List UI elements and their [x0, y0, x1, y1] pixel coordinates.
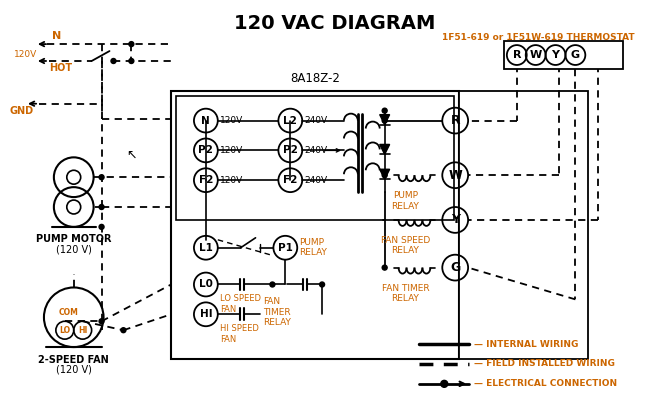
Text: PUMP MOTOR: PUMP MOTOR	[36, 234, 111, 244]
Text: R: R	[450, 114, 460, 127]
Circle shape	[99, 319, 104, 324]
Text: ↖: ↖	[126, 149, 137, 162]
Text: P2: P2	[198, 145, 213, 155]
Text: HI: HI	[78, 326, 87, 335]
Text: Y: Y	[451, 213, 460, 226]
Text: FAN SPEED
RELAY: FAN SPEED RELAY	[381, 236, 430, 255]
Text: L0: L0	[199, 279, 213, 290]
Text: W: W	[529, 50, 542, 60]
Circle shape	[99, 225, 104, 229]
Text: W: W	[448, 169, 462, 182]
Text: LO: LO	[59, 326, 70, 335]
Text: HOT: HOT	[49, 63, 72, 73]
Text: PUMP
RELAY: PUMP RELAY	[391, 191, 419, 210]
Text: 8A18Z-2: 8A18Z-2	[290, 72, 340, 85]
Text: 240V: 240V	[304, 176, 328, 185]
Bar	[504, 41, 623, 69]
Circle shape	[111, 59, 116, 63]
Text: G: G	[571, 50, 580, 60]
Text: HI SPEED
FAN: HI SPEED FAN	[220, 324, 259, 344]
Text: 1F51-619 or 1F51W-619 THERMOSTAT: 1F51-619 or 1F51W-619 THERMOSTAT	[442, 33, 635, 42]
Text: (120 V): (120 V)	[56, 365, 92, 375]
Text: G: G	[450, 261, 460, 274]
Text: LO SPEED
FAN: LO SPEED FAN	[220, 295, 261, 314]
Text: P2: P2	[283, 145, 297, 155]
Circle shape	[99, 175, 104, 180]
Text: (120 V): (120 V)	[56, 245, 92, 255]
Text: N: N	[202, 116, 210, 126]
Text: GND: GND	[9, 106, 34, 116]
Polygon shape	[380, 169, 390, 179]
Bar	[176, 96, 454, 220]
Text: 120V: 120V	[14, 50, 38, 59]
Text: 240V: 240V	[304, 146, 328, 155]
Text: FAN
TIMER
RELAY: FAN TIMER RELAY	[263, 297, 291, 327]
Circle shape	[382, 118, 387, 123]
Text: R: R	[513, 50, 521, 60]
Circle shape	[441, 380, 448, 387]
Text: L1: L1	[199, 243, 213, 253]
Text: HI: HI	[200, 309, 212, 319]
Text: 120V: 120V	[220, 116, 243, 125]
Text: N: N	[52, 31, 61, 41]
Bar	[459, 91, 588, 359]
Text: L2: L2	[283, 116, 297, 126]
Circle shape	[121, 328, 126, 333]
Text: F2: F2	[199, 175, 213, 185]
Circle shape	[382, 108, 387, 113]
Text: FAN TIMER
RELAY: FAN TIMER RELAY	[382, 284, 429, 303]
Text: 120 VAC DIAGRAM: 120 VAC DIAGRAM	[234, 14, 436, 33]
Circle shape	[320, 282, 324, 287]
Text: 120V: 120V	[220, 176, 243, 185]
Text: F2: F2	[283, 175, 297, 185]
Polygon shape	[380, 115, 390, 124]
Text: 2-SPEED FAN: 2-SPEED FAN	[38, 355, 109, 365]
Text: 120V: 120V	[220, 146, 243, 155]
Polygon shape	[380, 145, 390, 154]
Text: — INTERNAL WIRING: — INTERNAL WIRING	[474, 340, 578, 349]
Text: 240V: 240V	[304, 116, 328, 125]
Bar	[171, 91, 459, 359]
Text: — FIELD INSTALLED WIRING: — FIELD INSTALLED WIRING	[474, 360, 615, 368]
Circle shape	[99, 204, 104, 210]
Circle shape	[129, 41, 134, 47]
Circle shape	[382, 173, 387, 178]
Circle shape	[270, 282, 275, 287]
Text: P1: P1	[278, 243, 293, 253]
Text: COM: COM	[59, 308, 78, 317]
Text: PUMP
RELAY: PUMP RELAY	[299, 238, 327, 257]
Circle shape	[382, 265, 387, 270]
Text: — ELECTRICAL CONNECTION: — ELECTRICAL CONNECTION	[474, 379, 617, 388]
Circle shape	[129, 59, 134, 63]
Text: Y: Y	[551, 50, 559, 60]
